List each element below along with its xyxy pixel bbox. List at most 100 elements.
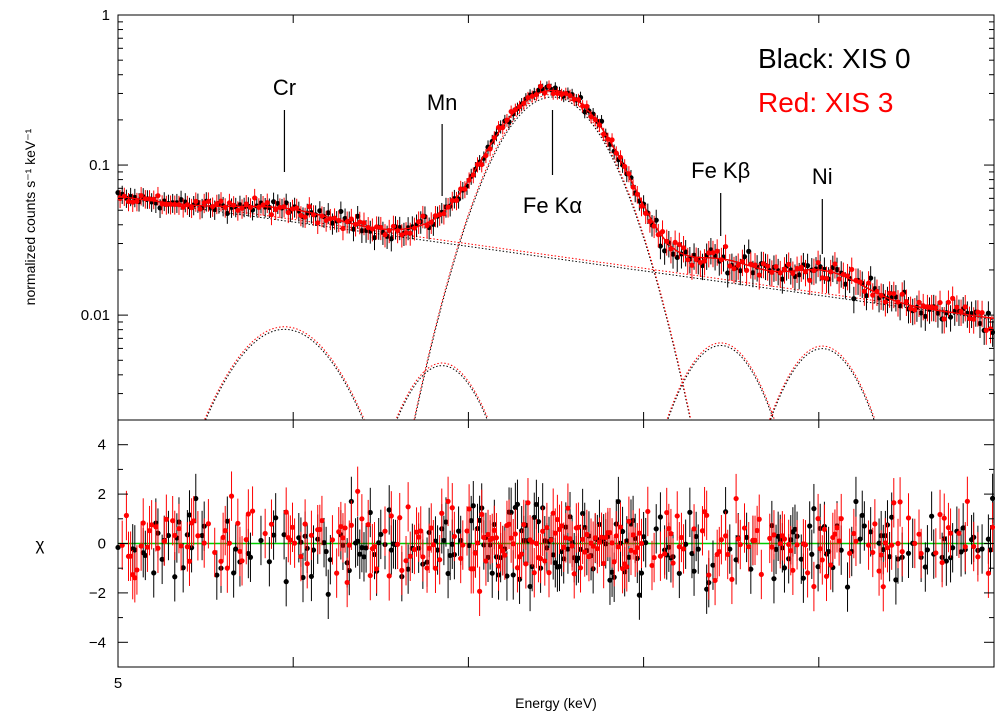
residual-point (504, 573, 510, 579)
residual-point (519, 551, 525, 557)
residual-point (947, 530, 954, 536)
spectrum-point (962, 304, 968, 310)
residual-point (466, 506, 472, 512)
residual-point (395, 541, 401, 547)
spectrum-point (804, 263, 811, 269)
residual-point (575, 524, 582, 530)
residual-point (834, 525, 840, 531)
spectrum-point (273, 206, 279, 213)
spectrum-point (359, 228, 365, 234)
residual-point (626, 518, 632, 524)
residual-point (506, 521, 512, 527)
spectrum-point (676, 241, 682, 248)
residual-point (357, 551, 363, 557)
spectrum-point (270, 199, 277, 205)
x-axis-label: Energy (keV) (515, 695, 597, 711)
residual-point (609, 540, 615, 546)
spectrum-point (580, 103, 586, 109)
spectrum-point (815, 259, 821, 266)
spectrum-y-axis-label: normalized counts s⁻¹ keV⁻¹ (22, 128, 38, 305)
spectrum-point (977, 320, 983, 327)
residual-point (270, 532, 277, 538)
residual-point (786, 541, 792, 548)
residual-point (613, 533, 619, 539)
residual-point (180, 565, 186, 571)
spectrum-point (285, 209, 291, 216)
residual-point (733, 495, 739, 502)
line-label: Cr (273, 75, 296, 100)
residual-point (155, 545, 161, 551)
residual-point (434, 547, 441, 553)
residual-point (378, 531, 384, 538)
residual-point (956, 530, 962, 536)
residual-y-tick-label: 4 (98, 437, 106, 454)
spectrum-point (264, 200, 270, 206)
residual-point (809, 551, 815, 557)
residual-point (367, 509, 373, 516)
spectrum-point (388, 236, 394, 242)
residual-point (287, 537, 293, 543)
residual-point (426, 545, 432, 551)
spectrum-point (155, 193, 161, 199)
residual-point (441, 537, 447, 544)
spectrum-point (912, 307, 918, 313)
spectrum-point (653, 217, 659, 223)
residual-point (580, 536, 586, 542)
residual-point (239, 558, 245, 564)
residual-point (886, 554, 893, 560)
residual-point (754, 527, 760, 534)
residual-point (535, 519, 542, 525)
residual-point (958, 549, 964, 555)
residual-point (657, 553, 664, 559)
spectrum-point (868, 275, 874, 281)
spectrum-point (865, 280, 872, 286)
residual-point (601, 560, 607, 567)
residual-point (771, 576, 777, 582)
residual-point (432, 565, 439, 571)
residual-point (224, 518, 230, 524)
spectrum-point (298, 212, 304, 219)
spectrum-point (243, 201, 249, 207)
spectrum-point (657, 243, 664, 249)
spectrum-point (781, 266, 788, 272)
residual-point (355, 488, 361, 494)
residual-point (376, 540, 382, 546)
spectrum-point (790, 270, 796, 277)
spectrum-point (819, 275, 825, 281)
residual-point (741, 525, 748, 531)
spectrum-point (741, 254, 748, 260)
residual-point (838, 547, 844, 553)
spectrum-point (193, 198, 199, 205)
gaussian-component-2-xis0 (414, 96, 691, 419)
residual-point (725, 551, 731, 558)
spectrum-point (138, 192, 144, 199)
residual-point (439, 510, 445, 516)
residual-point (493, 535, 500, 541)
residual-point (485, 531, 491, 538)
residual-point (346, 542, 352, 548)
residual-point (929, 513, 935, 519)
residual-point (464, 528, 470, 534)
residual-point (971, 543, 977, 550)
spectrum-point (407, 230, 413, 236)
residual-point (844, 584, 851, 590)
residual-point (628, 547, 634, 553)
gaussian-component-3-xis3 (666, 342, 775, 419)
spectrum-point (750, 270, 756, 276)
x-tick-label-5: 5 (114, 675, 122, 692)
residual-point (729, 576, 735, 582)
residual-point (916, 531, 922, 537)
residual-point (662, 551, 668, 557)
spectrum-point (794, 265, 800, 272)
residual-point (851, 530, 857, 537)
residual-point (224, 565, 230, 571)
residual-point (695, 546, 701, 552)
residual-point (788, 548, 794, 554)
spectrum-point (571, 96, 577, 102)
residual-point (243, 537, 249, 543)
spectrum-point (935, 310, 941, 316)
residual-point (373, 566, 380, 572)
spectrum-point (731, 266, 737, 272)
residual-point (544, 524, 550, 531)
residual-point (132, 575, 138, 581)
